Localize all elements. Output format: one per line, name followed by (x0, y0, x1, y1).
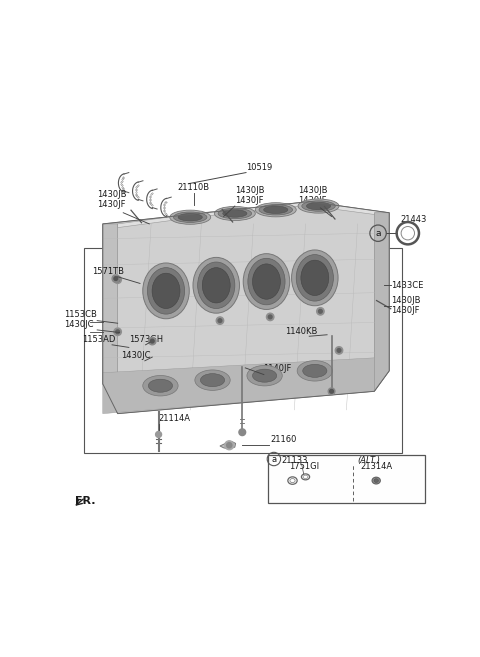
Polygon shape (374, 213, 389, 392)
Ellipse shape (202, 267, 230, 303)
Ellipse shape (248, 258, 285, 305)
Ellipse shape (255, 203, 296, 217)
Text: 1153CB: 1153CB (64, 309, 96, 319)
Text: (ALT.): (ALT.) (357, 456, 380, 465)
Text: 21133: 21133 (281, 456, 308, 465)
Ellipse shape (252, 264, 280, 299)
Circle shape (216, 317, 224, 325)
Ellipse shape (296, 255, 334, 301)
Ellipse shape (297, 361, 333, 381)
Circle shape (116, 330, 120, 334)
Ellipse shape (147, 267, 185, 314)
Ellipse shape (243, 254, 290, 309)
Bar (268, 455, 425, 503)
Text: 1140JF: 1140JF (263, 365, 291, 373)
Circle shape (319, 309, 322, 313)
Circle shape (112, 275, 120, 283)
Text: 1430JB
1430JF: 1430JB 1430JF (391, 296, 420, 315)
Ellipse shape (143, 376, 178, 396)
Ellipse shape (143, 263, 189, 319)
Ellipse shape (215, 206, 255, 221)
Text: 1433CE: 1433CE (391, 281, 423, 290)
Circle shape (328, 388, 335, 395)
Text: 1430JB
1430JF: 1430JB 1430JF (298, 186, 327, 205)
Circle shape (114, 276, 121, 283)
Circle shape (156, 432, 162, 438)
Ellipse shape (247, 365, 282, 386)
Ellipse shape (178, 214, 202, 221)
Circle shape (266, 313, 274, 321)
Circle shape (225, 441, 234, 449)
Circle shape (227, 443, 232, 448)
Ellipse shape (301, 260, 329, 296)
Ellipse shape (201, 374, 225, 387)
Text: 1430JC: 1430JC (64, 320, 93, 328)
Circle shape (218, 319, 222, 323)
Text: 21443: 21443 (400, 215, 427, 224)
Text: 1430JB
1430JF: 1430JB 1430JF (235, 186, 264, 205)
Text: 1571TB: 1571TB (92, 267, 124, 276)
Text: a: a (271, 455, 276, 463)
Text: a: a (375, 229, 381, 238)
Circle shape (337, 348, 341, 352)
Ellipse shape (148, 379, 172, 392)
Ellipse shape (303, 365, 327, 377)
Polygon shape (103, 202, 389, 414)
Polygon shape (220, 442, 236, 449)
Circle shape (150, 339, 154, 343)
Text: 21114A: 21114A (158, 414, 191, 423)
Text: 1751GI: 1751GI (289, 462, 319, 471)
Ellipse shape (170, 210, 211, 224)
Text: FR.: FR. (75, 496, 96, 506)
Circle shape (335, 347, 343, 354)
Circle shape (317, 307, 324, 315)
Circle shape (114, 277, 118, 281)
Ellipse shape (372, 477, 380, 484)
Ellipse shape (173, 212, 207, 223)
Circle shape (330, 390, 334, 393)
Ellipse shape (193, 258, 240, 313)
Ellipse shape (374, 479, 378, 482)
Ellipse shape (195, 370, 230, 390)
Text: 21110B: 21110B (178, 183, 210, 193)
Text: 1573GH: 1573GH (129, 334, 163, 344)
Bar (84, 248, 402, 453)
Text: 1430JC: 1430JC (121, 351, 151, 359)
Text: 21314A: 21314A (360, 462, 392, 471)
Text: 21160: 21160 (270, 435, 297, 444)
Ellipse shape (218, 208, 252, 219)
Ellipse shape (302, 201, 335, 212)
Text: 1140KB: 1140KB (285, 327, 317, 336)
Text: 1153AD: 1153AD (83, 334, 116, 344)
Ellipse shape (306, 202, 331, 210)
Circle shape (239, 429, 246, 436)
Ellipse shape (223, 210, 247, 217)
Ellipse shape (259, 204, 292, 215)
Polygon shape (103, 224, 118, 414)
Circle shape (148, 337, 156, 345)
Circle shape (116, 278, 120, 282)
Ellipse shape (252, 369, 276, 382)
Ellipse shape (264, 206, 288, 214)
Ellipse shape (198, 262, 235, 309)
Polygon shape (103, 358, 374, 414)
Circle shape (268, 315, 272, 319)
Polygon shape (118, 202, 389, 227)
Ellipse shape (291, 250, 338, 306)
Circle shape (114, 328, 121, 336)
Ellipse shape (152, 273, 180, 309)
Ellipse shape (298, 199, 339, 213)
Text: 1430JB
1430JF: 1430JB 1430JF (97, 190, 127, 209)
Text: 10519: 10519 (246, 163, 272, 172)
